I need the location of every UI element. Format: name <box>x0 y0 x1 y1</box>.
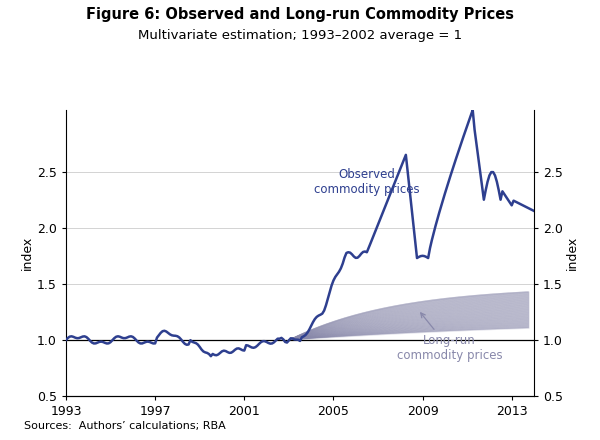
Y-axis label: index: index <box>21 236 34 270</box>
Y-axis label: index: index <box>566 236 579 270</box>
Text: Observed
commodity prices: Observed commodity prices <box>314 169 419 196</box>
Text: Sources:  Authors’ calculations; RBA: Sources: Authors’ calculations; RBA <box>24 421 226 431</box>
Text: Long-run
commodity prices: Long-run commodity prices <box>397 313 502 362</box>
Text: Figure 6: Observed and Long-run Commodity Prices: Figure 6: Observed and Long-run Commodit… <box>86 7 514 22</box>
Text: Multivariate estimation; 1993–2002 average = 1: Multivariate estimation; 1993–2002 avera… <box>138 29 462 42</box>
